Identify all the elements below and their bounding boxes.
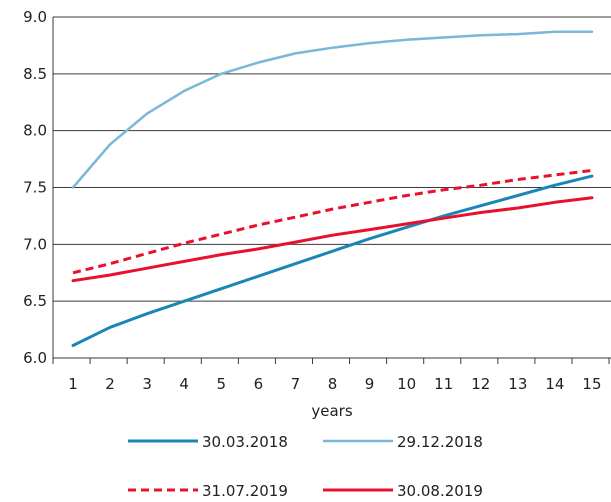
x-tick-label: 1 [68,375,78,393]
series-line-3 [72,168,593,275]
y-tick-label: 7.5 [23,179,47,197]
y-tick-labels: 6.0 6.5 7.0 7.5 8.0 8.5 9.0 [23,8,47,367]
x-tick-label: 11 [434,375,453,393]
y-tick-label: 6.5 [23,292,47,310]
x-tick-label: 5 [217,375,227,393]
x-tick-label: 2 [105,375,115,393]
x-tick-label: 13 [508,375,527,393]
axes [52,17,611,364]
x-tick-label: 6 [254,375,264,393]
y-tick-label: 7.0 [23,235,47,253]
series-line-2 [71,30,594,189]
y-tick-label: 9.0 [23,8,47,26]
grid-lines [53,16,611,302]
x-tick-labels: 1 2 3 4 5 6 7 8 9 10 11 12 13 14 15 [68,375,601,393]
x-tick-label: 3 [142,375,152,393]
x-tick-label: 7 [291,375,301,393]
x-tick-label: 10 [397,375,416,393]
x-tick-label: 12 [471,375,490,393]
legend-label-2: 29.12.2018 [397,433,483,451]
x-tick-label: 14 [545,375,564,393]
series-line-4 [71,196,594,283]
legend-label-4: 30.08.2019 [397,482,483,500]
x-tick-label: 9 [365,375,375,393]
x-tick-label: 8 [328,375,338,393]
y-tick-label: 8.0 [23,122,47,140]
y-tick-label: 8.5 [23,65,47,83]
legend: 30.03.2018 29.12.2018 31.07.2019 30.08.2019 [128,433,483,500]
x-axis-title: years [311,402,352,420]
legend-label-3: 31.07.2019 [202,482,288,500]
series-line-1 [71,174,594,347]
x-tick-label: 15 [582,375,601,393]
legend-label-1: 30.03.2018 [202,433,288,451]
y-tick-label: 6.0 [23,349,47,367]
series-lines [71,30,594,347]
x-tick-label: 4 [179,375,189,393]
